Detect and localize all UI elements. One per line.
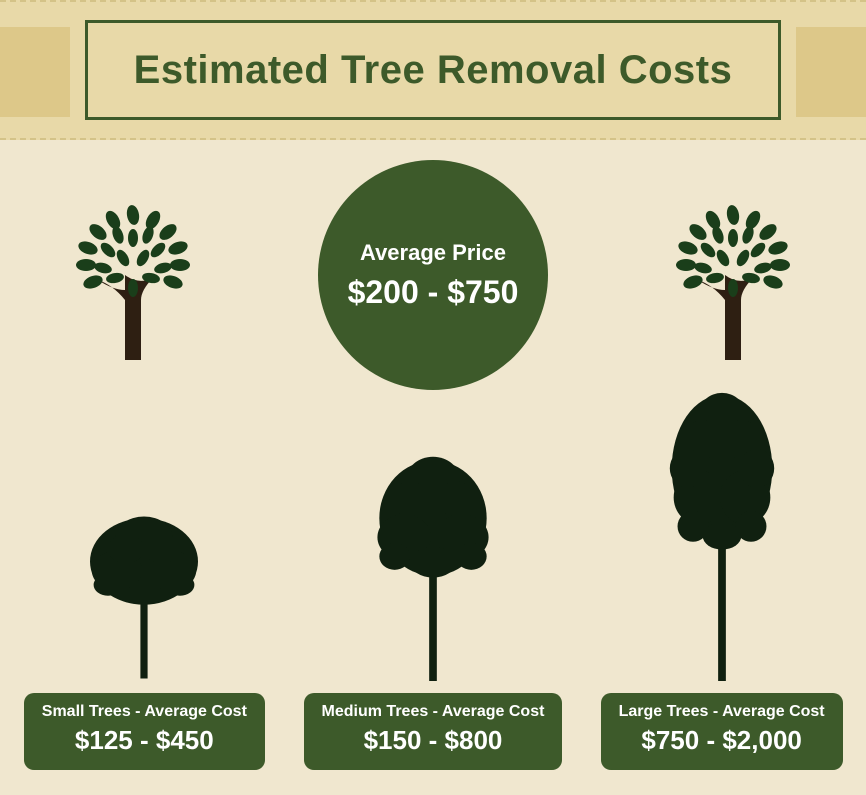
medium-tree-cost-price: $150 - $800 xyxy=(322,725,545,756)
leafy-tree-icon xyxy=(653,190,813,360)
bottom-row: Small Trees - Average Cost $125 - $450 xyxy=(0,391,866,770)
tree-silhouette-icon xyxy=(54,496,234,681)
header-tab-right xyxy=(796,27,866,117)
page-title: Estimated Tree Removal Costs xyxy=(134,48,733,93)
large-tree-cost-price: $750 - $2,000 xyxy=(619,725,825,756)
decorative-tree-right xyxy=(653,190,813,360)
small-tree-cost-price: $125 - $450 xyxy=(42,725,247,756)
small-tree-cost-pill: Small Trees - Average Cost $125 - $450 xyxy=(24,693,265,770)
small-tree-cost-label: Small Trees - Average Cost xyxy=(42,703,247,721)
large-tree-silhouette xyxy=(617,391,827,681)
average-price-value: $200 - $750 xyxy=(348,274,519,311)
large-tree-cost-pill: Large Trees - Average Cost $750 - $2,000 xyxy=(601,693,843,770)
header-band: Estimated Tree Removal Costs xyxy=(0,0,866,140)
medium-tree-cost-pill: Medium Trees - Average Cost $150 - $800 xyxy=(304,693,563,770)
small-tree-column: Small Trees - Average Cost $125 - $450 xyxy=(4,496,284,770)
medium-tree-cost-label: Medium Trees - Average Cost xyxy=(322,703,545,721)
decorative-tree-left xyxy=(53,190,213,360)
large-tree-column: Large Trees - Average Cost $750 - $2,000 xyxy=(582,391,862,770)
top-row: Average Price $200 - $750 xyxy=(0,170,866,380)
title-box: Estimated Tree Removal Costs xyxy=(85,20,781,120)
tree-silhouette-icon xyxy=(333,451,533,681)
header-tab-left xyxy=(0,27,70,117)
average-price-label: Average Price xyxy=(360,240,506,266)
large-tree-cost-label: Large Trees - Average Cost xyxy=(619,703,825,721)
tree-silhouette-icon xyxy=(617,391,827,681)
small-tree-silhouette xyxy=(54,496,234,681)
medium-tree-column: Medium Trees - Average Cost $150 - $800 xyxy=(293,451,573,770)
average-price-circle: Average Price $200 - $750 xyxy=(318,160,548,390)
medium-tree-silhouette xyxy=(333,451,533,681)
leafy-tree-icon xyxy=(53,190,213,360)
